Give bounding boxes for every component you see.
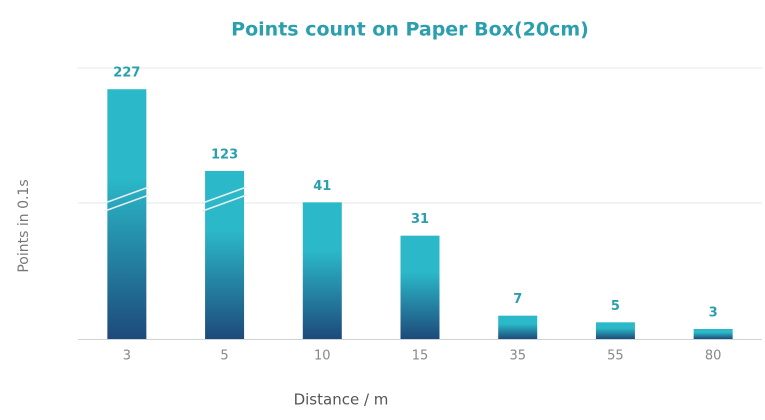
- x-tick-label: 3: [123, 349, 131, 364]
- bar: [400, 235, 440, 339]
- axis-break: [202, 194, 247, 212]
- data-label: 5: [611, 299, 620, 314]
- x-tick-label: 35: [509, 349, 526, 364]
- axis-break: [104, 186, 150, 204]
- x-tick-label: 5: [220, 349, 228, 364]
- chart-title: Points count on Paper Box(20cm): [231, 19, 589, 41]
- bar: [302, 202, 342, 339]
- bar: [693, 329, 733, 339]
- axis-break: [104, 194, 150, 212]
- x-tick-label: 55: [607, 349, 624, 364]
- data-label: 3: [709, 306, 718, 321]
- data-label: 123: [211, 147, 238, 162]
- y-axis-label: Points in 0.1s: [16, 179, 32, 272]
- x-axis-label: Distance / m: [294, 391, 389, 409]
- x-tick-label: 10: [314, 349, 331, 364]
- bar: [498, 315, 538, 339]
- bar: [205, 170, 245, 339]
- x-tick-label: 15: [412, 349, 429, 364]
- data-label: 7: [513, 292, 522, 307]
- bar: [595, 322, 635, 339]
- axis-break: [202, 186, 247, 204]
- bar: [107, 89, 147, 339]
- x-tick-label: 80: [705, 349, 722, 364]
- data-label: 31: [411, 212, 429, 227]
- data-label: 41: [313, 179, 331, 194]
- data-label: 227: [113, 66, 140, 81]
